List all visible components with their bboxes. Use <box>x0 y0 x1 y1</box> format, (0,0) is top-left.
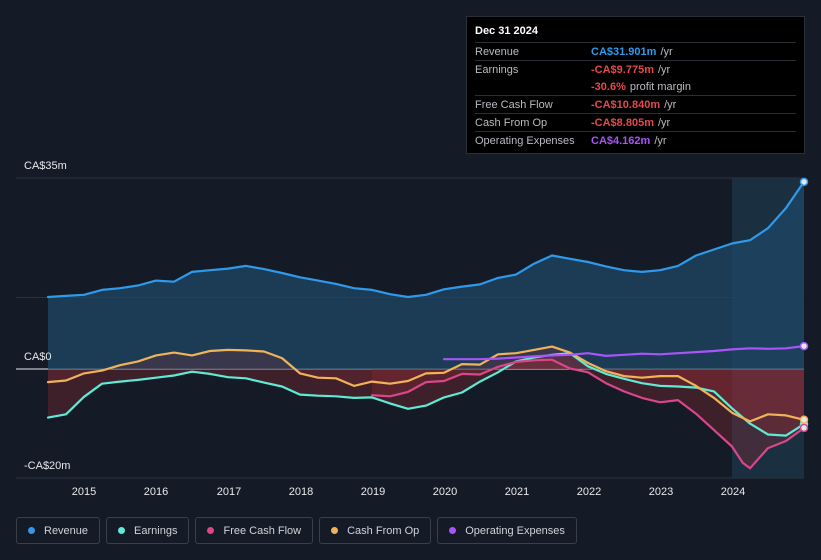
legend-dot-icon <box>449 527 457 534</box>
legend-item-earnings[interactable]: Earnings <box>106 517 190 544</box>
x-tick-label: 2018 <box>289 486 313 498</box>
cash-from-op-area <box>48 346 804 422</box>
chart-legend: Revenue Earnings Free Cash Flow Cash Fro… <box>16 517 577 544</box>
tooltip-unit: /yr <box>657 63 671 76</box>
legend-item-revenue[interactable]: Revenue <box>16 517 101 544</box>
operating-expenses-line <box>442 345 806 361</box>
x-tick-label: 2020 <box>433 486 457 498</box>
tooltip-unit: /yr <box>657 116 671 129</box>
earnings-line <box>46 352 806 437</box>
revenue-line <box>46 180 806 299</box>
legend-label: Operating Expenses <box>465 524 565 537</box>
tooltip-row-operating-expenses: Operating Expenses CA$4.162m /yr <box>475 131 796 149</box>
legend-dot-icon <box>118 527 126 534</box>
tooltip-value: -CA$8.805m <box>591 116 654 129</box>
series-endpoints <box>799 177 809 433</box>
tooltip-row-revenue: Revenue CA$31.901m /yr <box>475 42 796 60</box>
x-tick-label: 2024 <box>721 486 745 498</box>
tooltip-row-free-cash-flow: Free Cash Flow -CA$10.840m /yr <box>475 95 796 113</box>
legend-label: Revenue <box>44 524 89 537</box>
tooltip-row-cash-from-op: Cash From Op -CA$8.805m /yr <box>475 113 796 131</box>
tooltip-label: Cash From Op <box>475 116 548 129</box>
tooltip-date: Dec 31 2024 <box>475 25 538 37</box>
data-tooltip: Dec 31 2024 Revenue CA$31.901m /yr Earni… <box>466 16 805 154</box>
x-tick-label: 2023 <box>649 486 673 498</box>
legend-label: Cash From Op <box>347 524 420 537</box>
cash-from-op-endpoint <box>799 415 809 425</box>
series-areas <box>48 181 804 469</box>
tooltip-label: Operating Expenses <box>475 134 575 147</box>
free-cash-flow-endpoint <box>799 423 809 433</box>
tooltip-row-profit-margin: -30.6% profit margin <box>475 78 796 95</box>
x-tick-label: 2022 <box>577 486 601 498</box>
legend-dot-icon <box>331 527 339 534</box>
tooltip-label: Revenue <box>475 45 520 58</box>
tooltip-value: -CA$10.840m <box>591 98 661 111</box>
revenue-endpoint <box>799 177 809 187</box>
tooltip-value: CA$31.901m <box>591 45 657 58</box>
tooltip-value: -CA$9.775m <box>591 63 654 76</box>
legend-item-free-cash-flow[interactable]: Free Cash Flow <box>195 517 314 544</box>
tooltip-label: Earnings <box>475 63 519 76</box>
operating-expenses-endpoint <box>799 341 809 351</box>
legend-label: Free Cash Flow <box>223 524 302 537</box>
tooltip-label: Free Cash Flow <box>475 98 553 111</box>
tooltip-row-earnings: Earnings -CA$9.775m /yr <box>475 60 796 78</box>
x-tick-label: 2017 <box>217 486 241 498</box>
tooltip-unit: /yr <box>660 45 673 58</box>
y-axis-zero-label: CA$0 <box>24 351 52 363</box>
tooltip-unit: /yr <box>654 134 667 147</box>
series-lines <box>46 180 806 470</box>
tooltip-value: CA$4.162m <box>591 134 651 147</box>
legend-dot-icon <box>207 527 215 534</box>
x-tick-label: 2015 <box>72 486 96 498</box>
revenue-area <box>48 181 804 369</box>
x-tick-label: 2019 <box>361 486 385 498</box>
tooltip-unit: /yr <box>664 98 677 111</box>
x-axis-ticks: 2015 2016 2017 2018 2019 2020 2021 2022 2023 2024 <box>72 486 745 498</box>
legend-item-operating-expenses[interactable]: Operating Expenses <box>437 517 577 544</box>
cash-from-op-line <box>46 345 806 423</box>
free-cash-flow-line <box>370 358 806 470</box>
tooltip-unit: profit margin <box>629 80 691 93</box>
legend-item-cash-from-op[interactable]: Cash From Op <box>319 517 432 544</box>
x-tick-label: 2016 <box>144 486 168 498</box>
y-axis-bottom-label: -CA$20m <box>24 460 71 472</box>
y-axis-top-label: CA$35m <box>24 160 67 172</box>
legend-dot-icon <box>28 527 35 534</box>
legend-label: Earnings <box>134 524 178 537</box>
tooltip-value: -30.6% <box>591 80 626 93</box>
x-tick-label: 2021 <box>505 486 529 498</box>
